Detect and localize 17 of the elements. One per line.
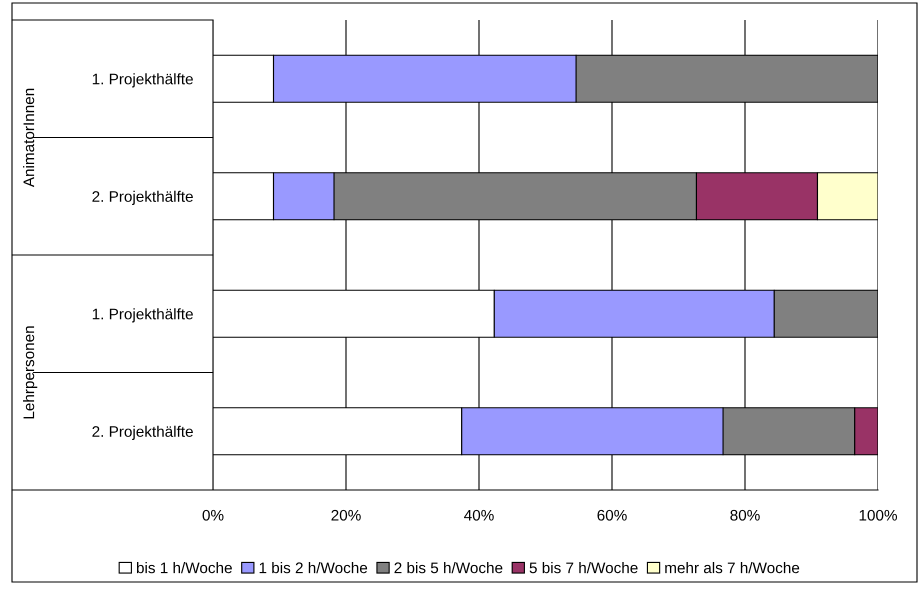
y-tick-label: 2. Projekthälfte	[92, 190, 193, 205]
x-tick-label: 100%	[860, 510, 897, 521]
x-tick-label: 80%	[730, 510, 760, 521]
y-tick-label: 1. Projekthälfte	[92, 308, 193, 322]
legend-label: 1 bis 2 h/Woche	[260, 562, 368, 574]
x-tick-label: 20%	[331, 510, 361, 521]
legend-label: bis 1 h/Woche	[136, 562, 232, 574]
x-tick-label: 60%	[597, 510, 627, 521]
legend-label: 2 bis 5 h/Woche	[394, 562, 502, 574]
legend-label: mehr als 7 h/Woche	[665, 562, 800, 574]
text: Lehrpersonen	[23, 326, 38, 418]
x-tick-label: 40%	[464, 510, 494, 521]
legend-label: 5 bis 7 h/Woche	[530, 562, 638, 574]
y-tick-label: 1. Projekthälfte	[92, 73, 193, 88]
x-tick-label: 0%	[202, 510, 224, 521]
text: AnimatorInnen	[23, 88, 34, 188]
y-tick-label: 2. Projekthälfte	[92, 426, 193, 440]
